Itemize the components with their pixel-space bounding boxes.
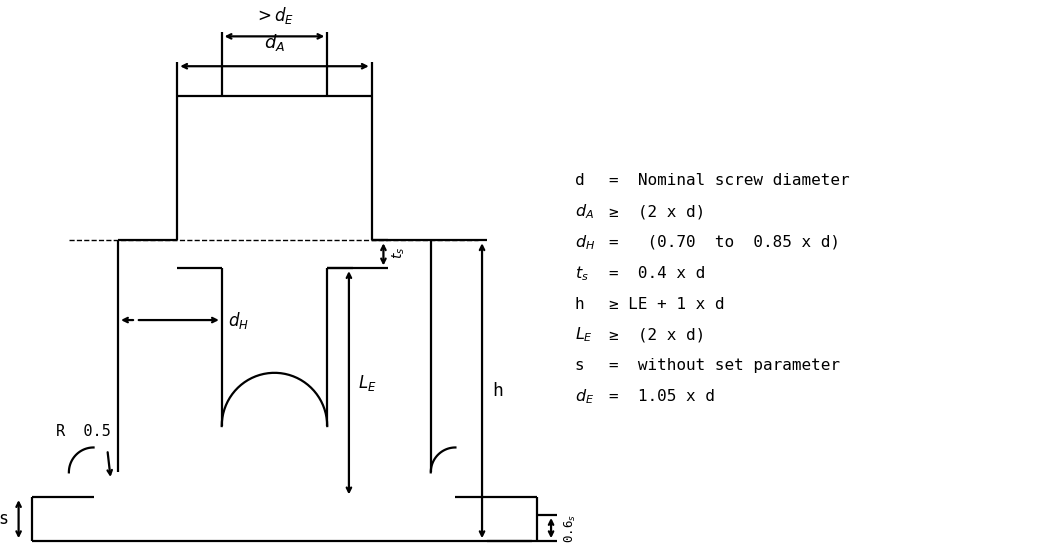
Text: $d_H$: $d_H$ [228, 310, 249, 330]
Text: $t_s$: $t_s$ [391, 246, 406, 259]
Text: =  Nominal screw diameter: = Nominal screw diameter [609, 173, 849, 188]
Text: =  1.05 x d: = 1.05 x d [609, 389, 715, 404]
Text: $>d_E$: $>d_E$ [254, 5, 295, 26]
Text: ≥  (2 x d): ≥ (2 x d) [609, 328, 706, 343]
Text: $d_H$: $d_H$ [574, 233, 595, 252]
Text: R  0.5: R 0.5 [56, 424, 111, 439]
Text: $d_A$: $d_A$ [574, 202, 593, 221]
Text: s: s [574, 358, 585, 373]
Text: $L_E$: $L_E$ [574, 326, 592, 344]
Text: d: d [574, 173, 585, 188]
Text: =  without set parameter: = without set parameter [609, 358, 840, 373]
Text: h: h [574, 296, 585, 312]
Text: =  0.4 x d: = 0.4 x d [609, 266, 706, 281]
Text: 0.6$_s$: 0.6$_s$ [563, 513, 578, 542]
Text: $L_E$: $L_E$ [358, 373, 376, 393]
Text: $d_E$: $d_E$ [574, 388, 594, 406]
Text: h: h [491, 382, 503, 400]
Text: =   (0.70  to  0.85 x d): = (0.70 to 0.85 x d) [609, 235, 840, 250]
Text: ≥ LE + 1 x d: ≥ LE + 1 x d [609, 296, 724, 312]
Text: $d_A$: $d_A$ [264, 32, 285, 53]
Text: ≥  (2 x d): ≥ (2 x d) [609, 204, 706, 219]
Text: $t_s$: $t_s$ [574, 264, 589, 283]
Text: s: s [0, 510, 8, 528]
